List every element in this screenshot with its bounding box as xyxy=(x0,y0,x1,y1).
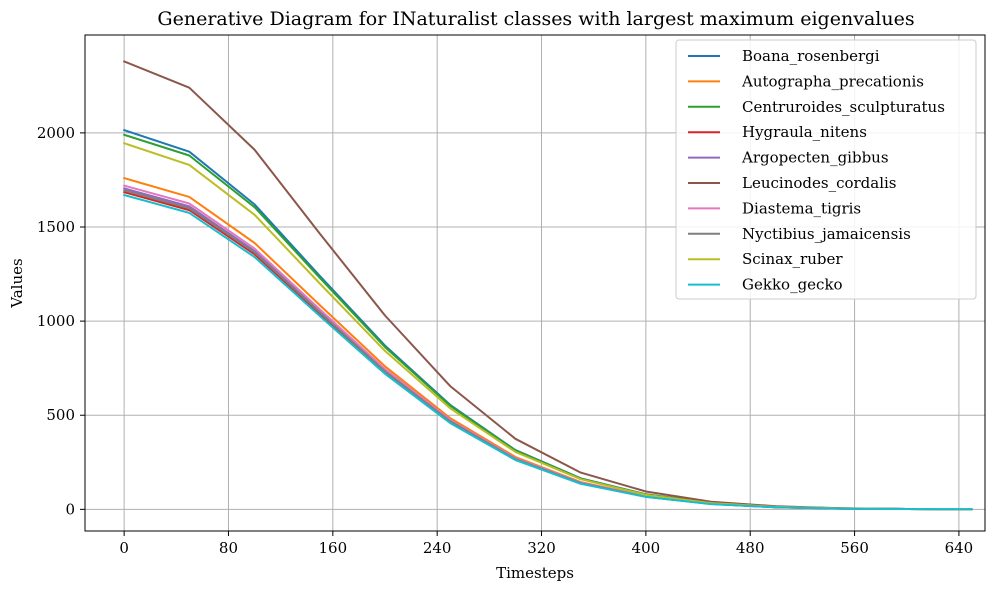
tick-layer: 0 80 160 240 320 400 480 560 640 0 500 1000 1500 2000 xyxy=(37,124,973,557)
y-tick-label: 1000 xyxy=(37,312,75,330)
series-layer xyxy=(123,60,973,511)
x-tick-label: 0 xyxy=(119,539,129,557)
legend-label: Gekko_gecko xyxy=(742,276,843,294)
y-axis-label: Values xyxy=(8,258,26,308)
y-tick-label: 2000 xyxy=(37,124,75,142)
y-tick-label: 500 xyxy=(46,406,75,424)
x-tick-label: 480 xyxy=(736,539,765,557)
x-axis-label: Timesteps xyxy=(496,564,574,582)
legend-label: Boana_rosenbergi xyxy=(742,47,880,65)
y-tick-label: 0 xyxy=(65,500,75,518)
legend-label: Nyctibius_jamaicensis xyxy=(742,225,911,243)
x-tick-label: 560 xyxy=(840,539,869,557)
legend-label: Argopecten_gibbus xyxy=(741,149,889,167)
x-tick-label: 320 xyxy=(527,539,556,557)
x-tick-label: 160 xyxy=(319,539,348,557)
x-tick-label: 640 xyxy=(945,539,974,557)
y-tick-label: 1500 xyxy=(37,218,75,236)
chart-title: Generative Diagram for INaturalist class… xyxy=(157,8,914,30)
legend-label: Autographa_precationis xyxy=(741,72,924,90)
x-tick-label: 240 xyxy=(423,539,452,557)
legend-label: Leucinodes_cordalis xyxy=(742,174,897,192)
legend-label: Hygraula_nitens xyxy=(742,123,867,141)
legend: Boana_rosenbergi Autographa_precationis Ce… xyxy=(675,39,977,300)
series-line-gekko-gecko xyxy=(123,194,973,511)
x-tick-label: 400 xyxy=(632,539,661,557)
x-tick-label: 80 xyxy=(219,539,238,557)
legend-label: Diastema_tigris xyxy=(742,199,861,217)
legend-box xyxy=(675,39,977,300)
legend-label: Centruroides_sculpturatus xyxy=(742,98,945,116)
plot-frame xyxy=(84,34,986,532)
legend-label: Scinax_ruber xyxy=(742,250,843,268)
